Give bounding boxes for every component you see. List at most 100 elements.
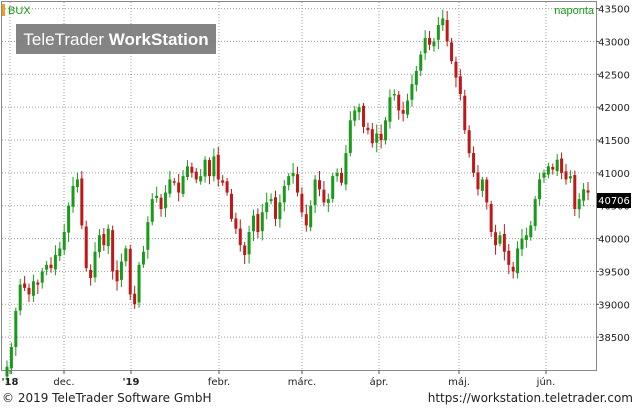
candle-body [296, 174, 299, 193]
plot-border [1, 1, 597, 371]
candle-body [392, 94, 396, 96]
candle-body [247, 232, 251, 255]
x-tick-label: máj. [448, 376, 470, 388]
candle-body [480, 179, 484, 191]
watermark-part1: TeleTrader [23, 30, 104, 49]
candle-body [111, 230, 115, 272]
candle-body [269, 199, 273, 202]
candle-body [172, 181, 176, 183]
last-price-label: 40706 [598, 196, 630, 207]
candle-body [53, 255, 57, 270]
candle-body [273, 197, 277, 219]
candle-body [67, 205, 71, 233]
candle-body [287, 176, 291, 186]
candle-body [89, 269, 93, 278]
x-tick-label: ápr. [370, 376, 389, 388]
candle-body [168, 179, 172, 194]
y-tick-label: 43000 [598, 37, 630, 48]
candle-body [260, 212, 264, 232]
candle-body [278, 202, 282, 220]
candle-body [238, 228, 242, 246]
period-label[interactable]: naponta [554, 5, 595, 17]
candle-body [511, 266, 515, 272]
candle-body [340, 172, 344, 183]
y-tick-label: 41000 [598, 169, 630, 180]
candle-body [309, 205, 313, 228]
candles [5, 9, 590, 384]
y-axis: 3850039000395004000040500410004150042000… [596, 5, 630, 344]
candle-body [102, 233, 106, 246]
last-price-box [597, 193, 631, 208]
candle-body [366, 127, 370, 131]
symbol-marker-icon [2, 4, 5, 16]
x-tick-label: '19 [123, 377, 140, 388]
candle-body [31, 281, 35, 296]
last-price-marker: 40706 [597, 193, 631, 208]
candle-body [190, 166, 194, 173]
candle-body [388, 97, 392, 122]
candle-body [401, 109, 405, 114]
candle-body [568, 176, 572, 179]
candle-body [498, 235, 502, 244]
candle-body [146, 222, 150, 250]
candle-body [137, 264, 141, 303]
candle-body [282, 186, 286, 203]
y-tick-label: 39500 [598, 267, 630, 278]
candle-body [185, 166, 189, 178]
candle-body [106, 228, 110, 247]
candle-body [520, 238, 524, 250]
y-tick-label: 42000 [598, 103, 630, 114]
candle-body [485, 179, 489, 203]
candle-body [379, 133, 383, 140]
candle-body [348, 120, 352, 153]
candle-body [476, 172, 480, 190]
candle-body [291, 172, 295, 177]
candle-body [18, 284, 22, 311]
candle-body [551, 166, 555, 170]
candle-body [27, 287, 31, 295]
copyright-text: © 2019 TeleTrader Software GmbH [2, 391, 212, 405]
candle-body [494, 232, 498, 246]
candle-body [450, 42, 454, 62]
y-tick-label: 39000 [598, 300, 630, 311]
x-tick-label: '18 [2, 377, 19, 388]
candle-body [159, 197, 163, 209]
candle-body [362, 105, 366, 127]
candle-body [542, 172, 546, 178]
candle-body [150, 199, 154, 222]
candle-body [502, 233, 506, 252]
candle-body [344, 153, 348, 185]
candle-body [463, 95, 467, 131]
watermark: TeleTrader WorkStation [16, 24, 216, 54]
candle-body [423, 38, 427, 54]
candle-body [133, 293, 137, 305]
y-tick-label: 40000 [598, 235, 630, 246]
candle-body [225, 181, 229, 193]
candle-body [221, 180, 225, 183]
watermark-background [16, 24, 216, 54]
candle-body [14, 310, 18, 347]
candle-body [256, 214, 260, 232]
candle-body [564, 171, 568, 180]
candle-body [45, 264, 49, 270]
candle-body [370, 129, 374, 144]
website-link[interactable]: https://workstation.teletrader.com [427, 391, 633, 405]
candle-body [199, 176, 203, 182]
candle-body [445, 20, 449, 42]
candle-body [251, 215, 255, 232]
candle-body [335, 172, 339, 177]
candle-body [23, 283, 27, 288]
candle-body [212, 156, 216, 177]
candle-body [80, 178, 84, 226]
candle-body [538, 179, 542, 200]
candle-body [115, 270, 119, 282]
candle-body [577, 199, 581, 210]
candle-body [458, 76, 462, 94]
candle-body [533, 199, 537, 227]
candle-body [265, 202, 269, 213]
candle-body [507, 250, 511, 265]
y-tick-label: 38500 [598, 333, 630, 344]
y-tick-label: 41500 [598, 136, 630, 147]
candle-body [586, 190, 590, 193]
